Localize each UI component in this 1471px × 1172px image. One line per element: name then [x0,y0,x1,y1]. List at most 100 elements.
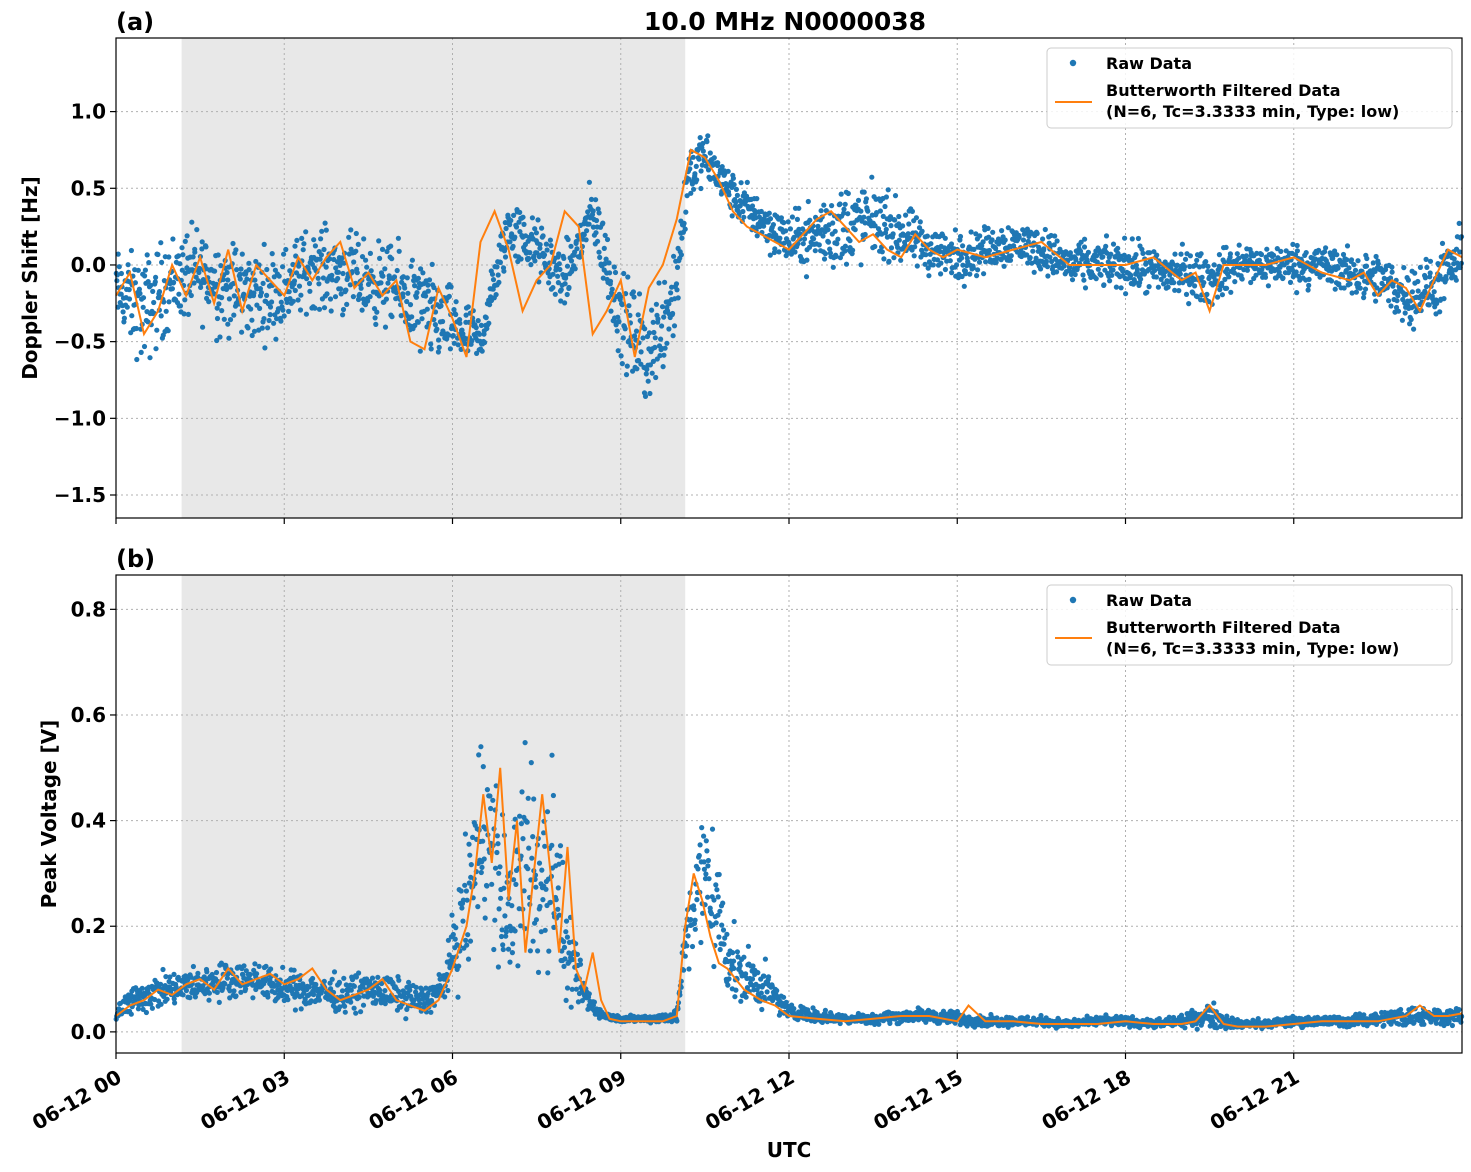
raw-data-point [772,246,778,252]
raw-data-point [292,243,298,249]
raw-data-point [328,308,334,314]
raw-data-point [226,335,232,341]
raw-data-point [1189,1022,1196,1028]
raw-data-point [1078,239,1084,245]
raw-data-point [261,241,267,247]
raw-data-point [563,918,570,924]
raw-data-point [1205,263,1211,269]
raw-data-point [436,337,442,343]
raw-data-point [731,918,737,925]
raw-data-point [373,321,379,327]
raw-data-point [822,251,829,257]
raw-data-point [306,280,313,287]
raw-data-point [216,999,222,1006]
raw-data-point [930,262,936,268]
raw-data-point [333,265,339,271]
raw-data-point [711,155,717,161]
raw-data-point [379,980,385,987]
raw-data-point [218,263,224,269]
raw-data-point [415,319,421,325]
y-tick-label: 1.0 [71,100,106,124]
raw-data-point [600,275,606,281]
raw-data-point [306,984,312,990]
raw-data-point [233,247,239,253]
raw-data-point [650,319,656,325]
raw-data-point [1140,250,1146,256]
raw-data-point [855,197,862,203]
raw-data-point [540,897,546,903]
figure-title: 10.0 MHz N0000038 [644,7,926,36]
raw-data-point [1323,245,1329,251]
raw-data-point [705,857,712,864]
raw-data-point [555,906,561,912]
raw-data-point [296,283,303,289]
raw-data-point [642,393,649,399]
raw-data-point [250,995,256,1001]
raw-data-point [363,257,369,263]
raw-data-point [586,221,592,227]
raw-data-point [332,294,339,300]
raw-data-point [376,238,382,244]
raw-data-point [645,378,651,384]
raw-data-point [857,214,863,220]
raw-data-point [662,345,668,351]
raw-data-point [214,315,221,322]
raw-data-point [1187,253,1193,259]
raw-data-point [482,896,488,902]
raw-data-point [948,241,955,247]
raw-data-point [453,311,459,318]
raw-data-point [1164,278,1170,284]
raw-data-point [337,286,344,292]
raw-data-point [538,929,544,935]
raw-data-point [196,269,202,276]
raw-data-point [550,792,557,799]
raw-data-point [721,941,727,947]
raw-data-point [1226,274,1232,280]
y-tick-label: −0.5 [54,330,106,354]
raw-data-point [633,328,640,334]
raw-data-point [1040,236,1046,242]
raw-data-point [510,877,517,883]
raw-data-point [241,963,247,969]
raw-data-point [469,338,475,344]
raw-data-point [830,264,836,270]
panel-a-ylabel: Doppler Shift [Hz] [18,176,42,380]
raw-data-point [1344,257,1350,263]
raw-data-point [304,276,310,282]
raw-data-point [406,979,412,985]
raw-data-point [451,307,457,313]
raw-data-point [512,928,518,934]
raw-data-point [815,223,821,229]
raw-data-point [1061,263,1067,269]
raw-data-point [869,174,875,180]
raw-data-point [774,988,780,994]
raw-data-point [1265,283,1271,289]
raw-data-point [862,220,868,226]
raw-data-point [766,210,772,216]
raw-data-point [353,974,359,980]
panel-a-legend-raw-label: Raw Data [1106,54,1192,73]
raw-data-point [269,299,275,305]
raw-data-point [922,261,928,267]
raw-data-point [358,1009,364,1015]
raw-data-point [758,990,764,996]
raw-data-point [490,797,496,803]
raw-data-point [375,974,381,980]
raw-data-point [642,326,648,332]
raw-data-point [586,179,593,185]
raw-data-point [407,302,414,308]
raw-data-point [627,312,633,318]
raw-data-point [221,316,227,322]
raw-data-point [990,229,996,235]
raw-data-point [924,233,931,239]
raw-data-point [976,259,983,265]
raw-data-point [479,348,485,354]
raw-data-point [1224,285,1230,291]
raw-data-point [572,266,578,272]
raw-data-point [1038,1012,1044,1019]
raw-data-point [879,249,885,255]
raw-data-point [673,281,680,287]
raw-data-point [505,946,512,952]
raw-data-point [479,864,485,871]
raw-data-point [1332,286,1338,292]
